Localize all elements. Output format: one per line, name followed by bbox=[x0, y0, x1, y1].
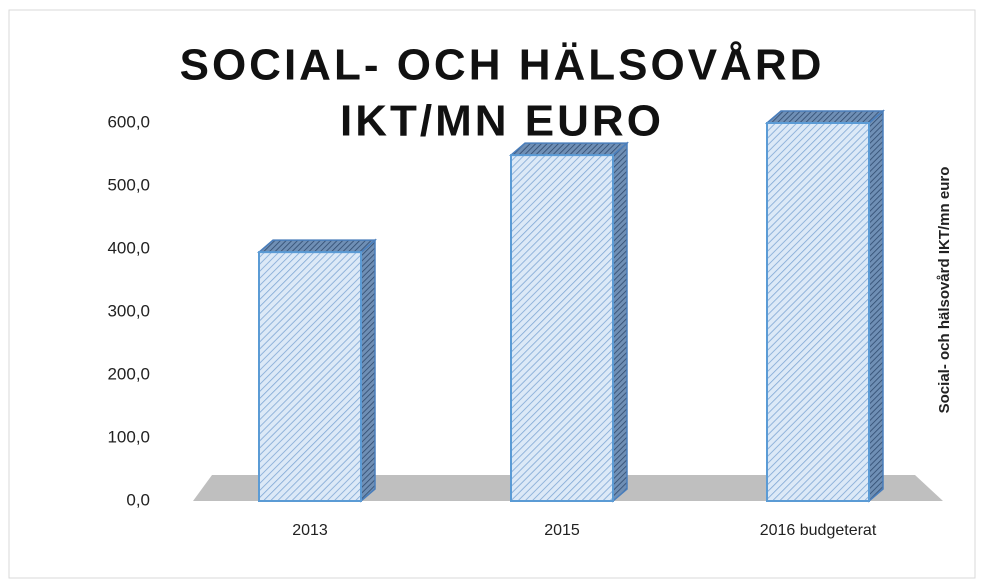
y-tick-label: 400,0 bbox=[107, 238, 150, 257]
x-tick-label: 2016 budgeterat bbox=[760, 522, 877, 539]
bar bbox=[766, 122, 870, 502]
bar-side bbox=[360, 238, 376, 503]
bar-side bbox=[612, 141, 628, 503]
bars bbox=[256, 109, 886, 503]
x-tick-label: 2013 bbox=[292, 522, 328, 539]
y-axis-label: Social- och hälsovård IKT/mn euro bbox=[936, 167, 953, 414]
y-tick-label: 600,0 bbox=[107, 112, 150, 131]
bar-side bbox=[868, 109, 884, 503]
y-tick-label: 300,0 bbox=[107, 301, 150, 320]
y-tick-label: 200,0 bbox=[107, 364, 150, 383]
bar-top bbox=[764, 110, 886, 124]
bar bbox=[258, 251, 362, 502]
y-tick-label: 0,0 bbox=[126, 490, 150, 509]
chart-title: SOCIAL- OCH HÄLSOVÅRD bbox=[180, 41, 825, 90]
y-tick-label: 500,0 bbox=[107, 175, 150, 194]
x-tick-label: 2015 bbox=[544, 522, 580, 539]
bar-top bbox=[256, 239, 378, 253]
bar bbox=[510, 154, 614, 502]
chart-title: IKT/MN EURO bbox=[340, 97, 664, 146]
y-tick-label: 100,0 bbox=[107, 427, 150, 446]
